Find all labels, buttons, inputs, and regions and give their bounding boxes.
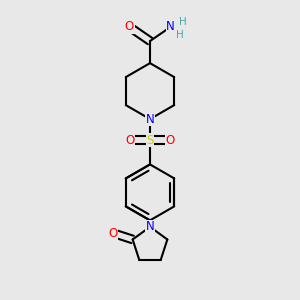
Text: N: N xyxy=(166,20,175,33)
Text: N: N xyxy=(146,112,154,126)
Text: N: N xyxy=(146,220,154,233)
Text: O: O xyxy=(165,134,175,147)
Text: H: H xyxy=(176,30,183,40)
Text: O: O xyxy=(108,226,118,240)
Text: S: S xyxy=(146,134,154,147)
Text: H: H xyxy=(179,16,187,27)
Text: O: O xyxy=(125,20,134,33)
Text: O: O xyxy=(125,134,135,147)
